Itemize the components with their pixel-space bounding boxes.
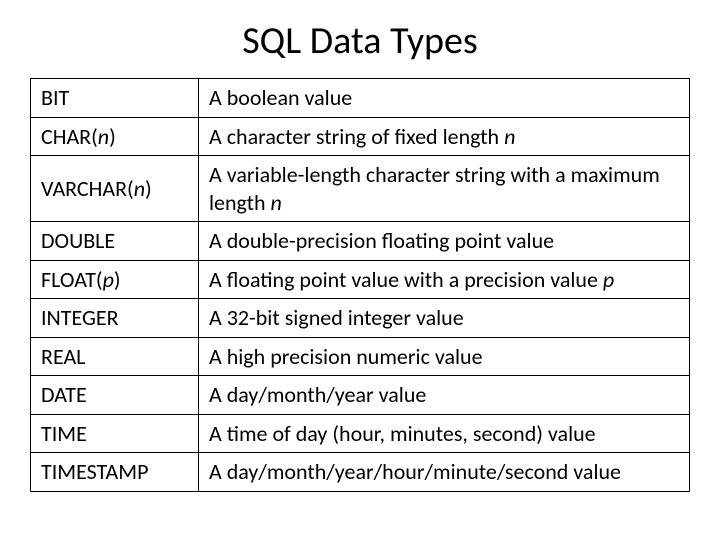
desc-cell: A day/month/year/hour/minute/second valu… xyxy=(199,453,690,492)
desc-cell: A day/month/year value xyxy=(199,376,690,415)
type-pre: CHAR( xyxy=(41,123,98,150)
table-row: CHAR(n) A character string of fixed leng… xyxy=(31,117,690,156)
desc-pre: A high precision numeric value xyxy=(209,343,483,370)
type-pre: INTEGER xyxy=(41,304,119,331)
table-row: INTEGER A 32-bit signed integer value xyxy=(31,299,690,338)
page-title: SQL Data Types xyxy=(30,18,690,64)
desc-pre: A day/month/year/hour/minute/second valu… xyxy=(209,458,621,485)
table-row: TIMESTAMP A day/month/year/hour/minute/s… xyxy=(31,453,690,492)
table-row: REAL A high precision numeric value xyxy=(31,337,690,376)
type-param: n xyxy=(98,123,109,150)
desc-cell: A boolean value xyxy=(199,79,690,118)
type-param: n xyxy=(134,175,145,202)
desc-pre: A 32-bit signed integer value xyxy=(209,304,464,331)
desc-cell: A variable-length character string with … xyxy=(199,156,690,222)
table-row: FLOAT(p) A floating point value with a p… xyxy=(31,260,690,299)
table-row: DOUBLE A double-precision floating point… xyxy=(31,222,690,261)
desc-pre: A day/month/year value xyxy=(209,381,426,408)
type-pre: DOUBLE xyxy=(41,227,115,254)
desc-pre: A character string of fixed length xyxy=(209,123,504,150)
type-post: ) xyxy=(114,266,121,293)
desc-pre: A boolean value xyxy=(209,84,352,111)
data-types-table: BIT A boolean value CHAR(n) A character … xyxy=(30,78,690,492)
desc-pre: A floating point value with a precision … xyxy=(209,266,603,293)
type-pre: REAL xyxy=(41,343,85,370)
type-cell: FLOAT(p) xyxy=(31,260,199,299)
desc-param: p xyxy=(603,266,614,293)
desc-cell: A high precision numeric value xyxy=(199,337,690,376)
desc-cell: A floating point value with a precision … xyxy=(199,260,690,299)
table-row: DATE A day/month/year value xyxy=(31,376,690,415)
type-pre: TIMESTAMP xyxy=(41,458,148,485)
type-cell: TIME xyxy=(31,414,199,453)
type-cell: DOUBLE xyxy=(31,222,199,261)
desc-param: n xyxy=(504,123,515,150)
desc-cell: A 32-bit signed integer value xyxy=(199,299,690,338)
type-cell: BIT xyxy=(31,79,199,118)
desc-pre: A double-precision floating point value xyxy=(209,227,554,254)
table-row: VARCHAR(n) A variable-length character s… xyxy=(31,156,690,222)
table-row: TIME A time of day (hour, minutes, secon… xyxy=(31,414,690,453)
desc-cell: A double-precision floating point value xyxy=(199,222,690,261)
type-cell: VARCHAR(n) xyxy=(31,156,199,222)
type-pre: DATE xyxy=(41,381,87,408)
type-pre: TIME xyxy=(41,420,87,447)
type-pre: FLOAT( xyxy=(41,266,103,293)
table-row: BIT A boolean value xyxy=(31,79,690,118)
type-cell: REAL xyxy=(31,337,199,376)
type-cell: TIMESTAMP xyxy=(31,453,199,492)
type-cell: INTEGER xyxy=(31,299,199,338)
desc-cell: A time of day (hour, minutes, second) va… xyxy=(199,414,690,453)
type-cell: CHAR(n) xyxy=(31,117,199,156)
type-post: ) xyxy=(109,123,116,150)
type-post: ) xyxy=(145,175,152,202)
desc-pre: A time of day (hour, minutes, second) va… xyxy=(209,420,596,447)
type-param: p xyxy=(103,266,114,293)
type-cell: DATE xyxy=(31,376,199,415)
page: SQL Data Types BIT A boolean value CHAR(… xyxy=(0,0,720,512)
desc-param: n xyxy=(270,189,281,216)
type-pre: VARCHAR( xyxy=(41,175,134,202)
type-pre: BIT xyxy=(41,84,69,111)
desc-cell: A character string of fixed length n xyxy=(199,117,690,156)
